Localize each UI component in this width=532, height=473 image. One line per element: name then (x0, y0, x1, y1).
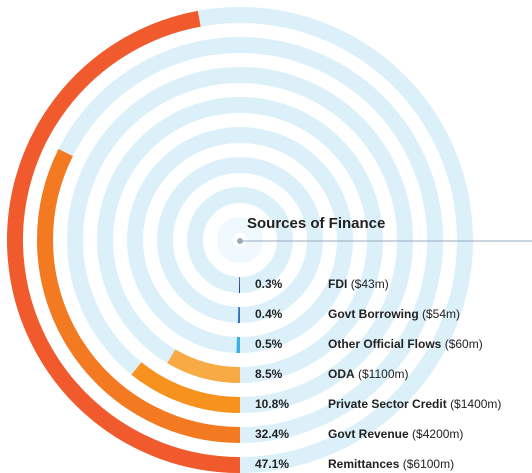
value-label: 0.4% (255, 307, 283, 321)
value-label: 10.8% (255, 397, 289, 411)
value-label: 8.5% (255, 367, 283, 381)
category-name: Govt Revenue (328, 427, 409, 441)
arc (131, 362, 241, 413)
chart-title: Sources of Finance (247, 215, 385, 232)
category-name: Remittances (328, 457, 400, 471)
category-label: Govt Borrowing ($54m) (328, 307, 460, 321)
category-label: Private Sector Credit ($1400m) (328, 397, 501, 411)
amount: ($43m) (351, 277, 389, 291)
value-label: 47.1% (255, 457, 289, 471)
value-label: 0.5% (255, 337, 283, 351)
value-label: 0.3% (255, 277, 283, 291)
amount: ($54m) (422, 307, 460, 321)
arc (37, 148, 241, 443)
category-name: Private Sector Credit (328, 397, 447, 411)
category-label: Remittances ($6100m) (328, 457, 454, 471)
category-name: Govt Borrowing (328, 307, 419, 321)
value-label: 32.4% (255, 427, 289, 441)
amount: ($6100m) (403, 457, 454, 471)
category-name: Other Official Flows (328, 337, 442, 351)
category-name: ODA (328, 367, 355, 381)
category-label: FDI ($43m) (328, 277, 389, 291)
category-name: FDI (328, 277, 347, 291)
arc (7, 10, 241, 473)
amount: ($60m) (445, 337, 483, 351)
amount: ($4200m) (412, 427, 463, 441)
ring (217, 217, 263, 263)
arcs (7, 10, 241, 473)
category-label: ODA ($1100m) (328, 367, 408, 381)
amount: ($1100m) (358, 367, 408, 381)
category-label: Govt Revenue ($4200m) (328, 427, 463, 441)
category-label: Other Official Flows ($60m) (328, 337, 483, 351)
amount: ($1400m) (450, 397, 501, 411)
arc (167, 349, 241, 383)
